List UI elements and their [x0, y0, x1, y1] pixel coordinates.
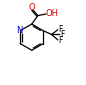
Text: F: F: [60, 30, 64, 39]
Text: F: F: [59, 36, 63, 45]
Text: N: N: [16, 26, 22, 35]
Text: OH: OH: [45, 9, 58, 18]
Text: O: O: [28, 3, 35, 12]
Text: F: F: [59, 25, 63, 34]
